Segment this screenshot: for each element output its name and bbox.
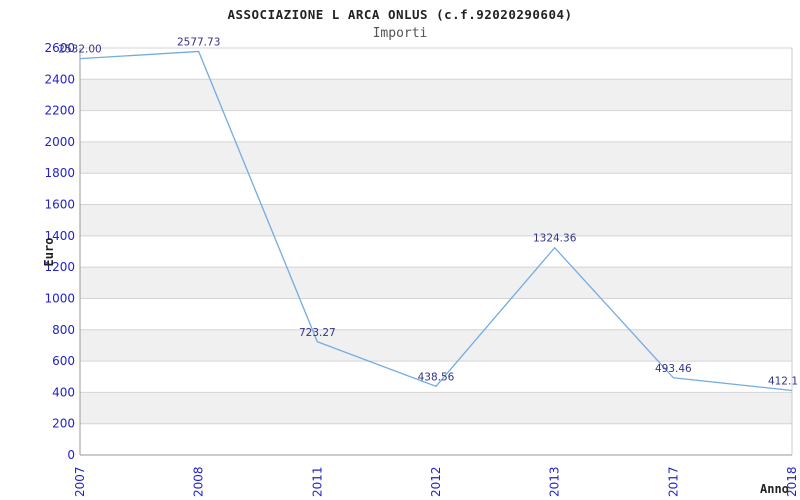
x-tick-label: 2008: [192, 466, 206, 497]
point-label: 723.27: [299, 327, 336, 339]
point-label: 493.46: [655, 363, 692, 375]
x-tick-label: 2013: [548, 466, 562, 497]
plot-band: [80, 79, 792, 111]
x-tick-label: 2012: [429, 466, 443, 497]
x-tick-label: 2011: [310, 466, 324, 497]
plot-band: [80, 267, 792, 299]
point-label: 1324.36: [533, 233, 577, 245]
y-tick-label: 1400: [44, 229, 75, 243]
x-axis-title: Anno: [760, 482, 789, 496]
y-tick-label: 2400: [44, 72, 75, 86]
y-tick-label: 400: [52, 385, 75, 399]
y-tick-label: 800: [52, 323, 75, 337]
plot-band: [80, 329, 792, 362]
y-tick-label: 600: [52, 354, 75, 368]
series-line-importi: [79, 50, 793, 392]
x-tick-label: 2017: [666, 466, 680, 497]
plot-band: [80, 204, 792, 236]
point-label: 438.56: [418, 371, 455, 383]
point-label: 2577.73: [177, 36, 220, 48]
y-tick-label: 2600: [44, 41, 75, 55]
point-label: 412.1: [768, 375, 798, 387]
y-tick-label: 200: [52, 417, 75, 431]
y-tick-label: 2000: [44, 135, 75, 149]
y-tick-label: 0: [67, 448, 75, 462]
point-label: 2532.00: [58, 44, 101, 56]
y-axis-title: Euro: [42, 237, 56, 267]
y-tick-label: 1800: [44, 166, 75, 180]
x-tick-label: 2018: [785, 466, 799, 497]
plot-band: [80, 141, 792, 174]
y-tick-label: 2200: [44, 104, 75, 118]
plot-band: [80, 392, 792, 424]
y-tick-label: 1200: [44, 260, 75, 274]
x-tick-label: 2007: [73, 466, 87, 497]
chart-subtitle: Importi: [372, 26, 428, 41]
y-tick-label: 1000: [44, 291, 75, 305]
chart-title: ASSOCIAZIONE L ARCA ONLUS (c.f.920202906…: [227, 7, 573, 22]
y-tick-label: 1600: [44, 198, 75, 212]
